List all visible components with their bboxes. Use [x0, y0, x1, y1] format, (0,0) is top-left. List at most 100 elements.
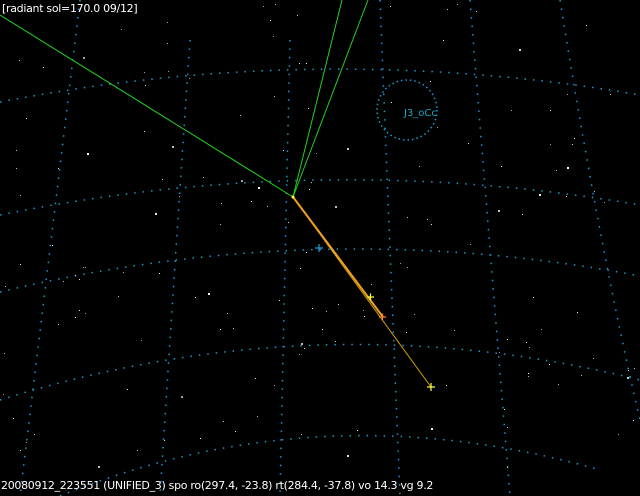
star	[87, 153, 89, 155]
meteor-track	[292, 196, 432, 388]
star	[20, 450, 21, 451]
star	[539, 194, 541, 196]
star	[443, 40, 444, 41]
star	[468, 143, 469, 144]
star	[221, 203, 222, 204]
star	[556, 170, 557, 171]
star	[20, 264, 21, 265]
star	[437, 127, 438, 128]
star	[507, 339, 508, 340]
star	[137, 450, 138, 451]
star-field	[3, 4, 635, 468]
star	[208, 293, 210, 295]
grid-meridian	[19, 0, 81, 496]
star	[311, 182, 312, 183]
grid-arc	[0, 248, 640, 293]
radiant-title: [radiant sol=170.0 09/12]	[2, 2, 138, 15]
star	[167, 43, 168, 44]
radiant-line	[292, 0, 369, 198]
star	[549, 364, 550, 365]
markers	[291, 195, 435, 391]
star	[127, 389, 128, 390]
track-observed	[292, 196, 384, 318]
star	[251, 201, 252, 202]
end-marker	[379, 313, 386, 321]
star	[301, 343, 303, 345]
star	[338, 304, 339, 305]
star	[526, 342, 527, 343]
star	[633, 420, 634, 421]
star	[145, 85, 146, 86]
star	[335, 206, 337, 208]
star	[4, 353, 5, 354]
star	[118, 296, 119, 297]
star	[446, 385, 447, 386]
star	[533, 297, 534, 298]
star	[306, 63, 307, 64]
star	[168, 71, 169, 72]
radiant-lines	[0, 0, 369, 198]
star	[20, 195, 21, 196]
star	[566, 196, 567, 197]
star	[155, 213, 157, 215]
star	[391, 102, 392, 103]
star	[407, 217, 408, 218]
star	[371, 284, 372, 285]
star	[52, 245, 53, 246]
star	[322, 329, 323, 330]
radiant-point	[291, 195, 295, 199]
star	[275, 4, 276, 5]
star	[227, 313, 228, 314]
star	[3, 394, 4, 395]
star	[200, 438, 201, 439]
grid-arc	[59, 434, 601, 496]
star	[550, 144, 551, 145]
star	[400, 263, 401, 264]
star	[301, 434, 302, 435]
star	[267, 206, 268, 207]
star	[263, 6, 264, 7]
star	[255, 378, 256, 379]
star	[34, 434, 35, 435]
star	[203, 177, 204, 178]
star	[522, 214, 523, 215]
final-marker	[427, 383, 435, 391]
star	[454, 330, 455, 331]
star	[414, 314, 415, 315]
star	[507, 467, 508, 468]
star	[363, 310, 364, 311]
shower-label: J3_oCc	[404, 108, 437, 119]
star	[5, 286, 6, 287]
star	[159, 273, 160, 274]
star	[574, 138, 575, 139]
star	[75, 317, 76, 318]
star	[79, 279, 80, 280]
star	[634, 368, 635, 369]
star	[541, 329, 542, 330]
grid-arc	[0, 179, 640, 216]
star	[83, 267, 84, 268]
star	[604, 202, 605, 203]
star	[306, 252, 307, 253]
radiant-line	[0, 14, 294, 198]
star	[235, 431, 236, 432]
star	[431, 428, 433, 430]
star	[144, 72, 145, 73]
star	[273, 36, 274, 37]
star	[58, 324, 59, 325]
star	[457, 4, 458, 5]
star	[172, 146, 174, 148]
star	[567, 94, 568, 95]
star	[240, 115, 241, 116]
begin-marker	[367, 293, 374, 301]
star	[507, 427, 508, 428]
star	[16, 168, 17, 169]
star	[279, 300, 280, 301]
star	[308, 108, 309, 109]
star	[577, 312, 578, 313]
star	[407, 267, 408, 268]
star	[270, 20, 271, 21]
star	[85, 313, 86, 314]
star	[220, 329, 221, 330]
